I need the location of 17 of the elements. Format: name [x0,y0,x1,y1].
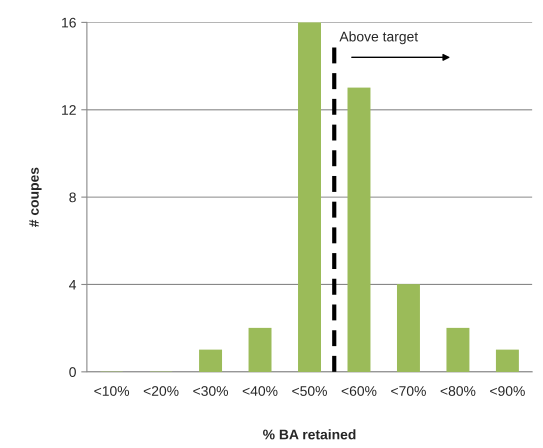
x-tick-label: <90% [490,386,525,396]
x-tick-label: <50% [292,386,327,396]
x-tick-label: <60% [342,386,376,396]
y-tick-label: 12 [62,105,76,115]
y-tick-label: 8 [69,192,76,202]
x-tick-label: <20% [144,386,179,396]
x-tick-label: <10% [94,386,130,396]
x-axis-title: % BA retained [263,429,356,440]
x-tick-label: <80% [440,386,476,396]
y-axis-title: # coupes [29,168,42,227]
y-tick-label: 4 [69,280,76,290]
x-tick-label: <30% [193,386,228,396]
x-tick-label: <40% [242,386,278,396]
x-tick-label: <70% [391,386,426,396]
annotation: Above target [339,31,418,44]
y-tick-label: 16 [62,18,76,28]
y-tick-label: 0 [69,367,76,378]
